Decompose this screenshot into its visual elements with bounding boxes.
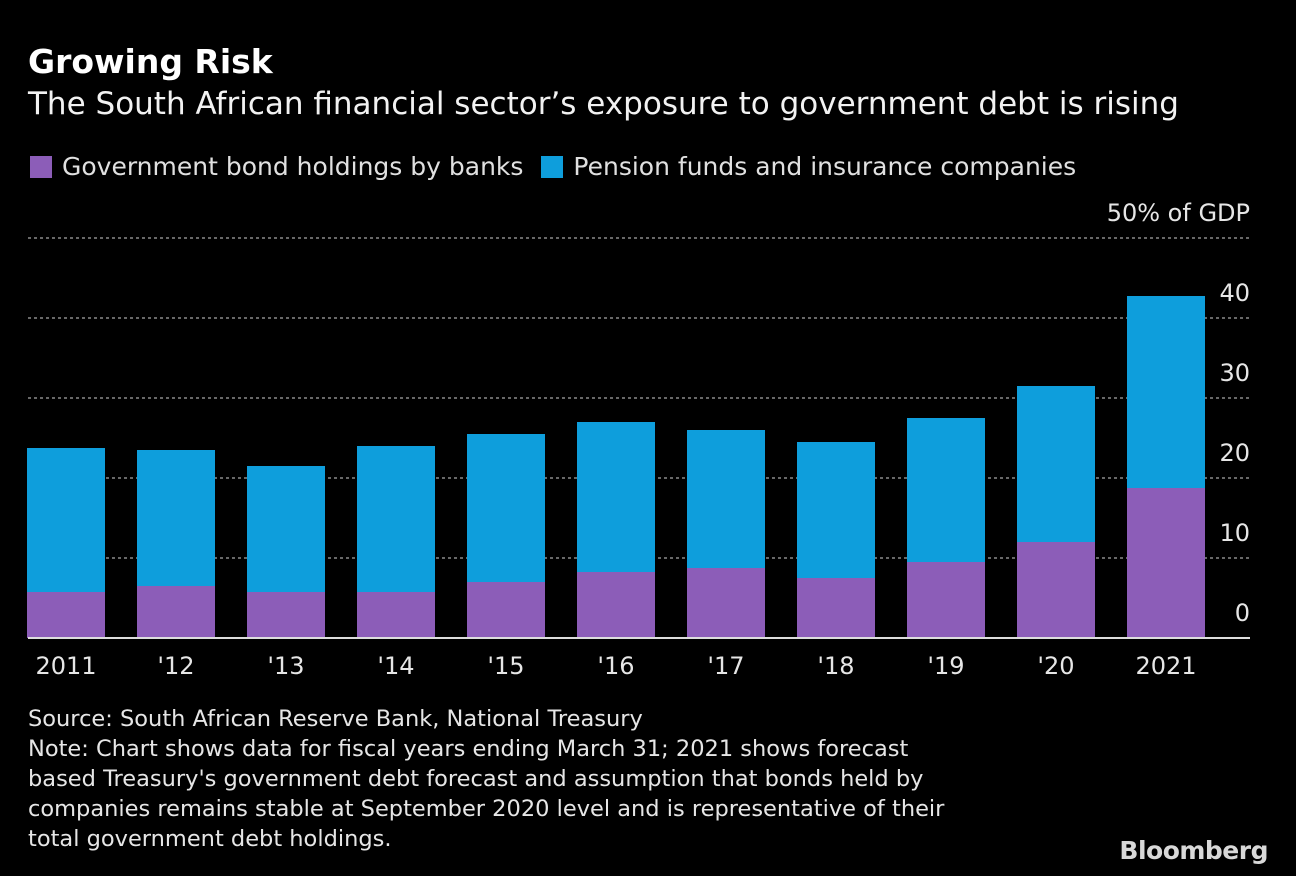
legend-swatch-pension [541,155,564,178]
y-tick-label: 40 [1219,279,1250,307]
bar-pension [137,450,215,586]
note-line: total government debt holdings. [28,826,392,852]
bar-pension [907,418,985,562]
bar-pension [1127,296,1205,488]
legend-label-pension: Pension funds and insurance companies [573,152,1077,181]
bar-pension [687,430,765,568]
y-tick-label: 20 [1219,439,1250,467]
bar-pension [467,434,545,582]
x-tick-label: '16 [597,652,634,680]
y-tick-label: 30 [1219,359,1250,387]
legend-item-banks: Government bond holdings by banks [30,152,523,181]
x-tick-label: '18 [817,652,854,680]
chart-subtitle: The South African financial sector’s exp… [28,86,1179,122]
x-tick-label: 2021 [1135,652,1196,680]
bar-banks [27,592,105,638]
x-tick-label: '17 [707,652,744,680]
y-tick-label: 10 [1219,519,1250,547]
bar-pension [27,448,105,592]
bar-banks [247,592,325,638]
x-tick-label: '15 [487,652,524,680]
bar-banks [1017,542,1095,638]
note-line: based Treasury's government debt forecas… [28,766,924,792]
bar-pension [577,422,655,572]
x-tick-label: '14 [377,652,414,680]
bar-pension [797,442,875,578]
bar-pension [357,446,435,592]
legend-label-banks: Government bond holdings by banks [62,152,524,181]
legend: Government bond holdings by banks Pensio… [30,152,1094,181]
note-line: companies remains stable at September 20… [28,796,945,822]
bar-banks [1127,488,1205,638]
bar-banks [797,578,875,638]
x-tick-label: '13 [267,652,304,680]
bar-banks [687,568,765,638]
bar-banks [577,572,655,638]
x-tick-label: '12 [157,652,194,680]
x-tick-label: 2011 [35,652,96,680]
chart-title: Growing Risk [28,42,273,81]
note-line: Note: Chart shows data for fiscal years … [28,736,909,762]
x-tick-label: '20 [1037,652,1074,680]
bar-pension [1017,386,1095,542]
bar-pension [247,466,325,592]
bar-banks [357,592,435,638]
y-tick-label: 50% of GDP [1107,199,1250,227]
source-text: Source: South African Reserve Bank, Nati… [28,706,643,732]
notes: Source: South African Reserve Bank, Nati… [28,704,944,854]
x-tick-label: '19 [927,652,964,680]
legend-swatch-banks [30,155,52,178]
bar-banks [467,582,545,638]
bloomberg-logo: Bloomberg [1119,836,1268,865]
bar-banks [907,562,985,638]
bar-banks [137,586,215,638]
y-tick-label: 0 [1235,599,1250,627]
legend-item-pension: Pension funds and insurance companies [541,152,1076,181]
